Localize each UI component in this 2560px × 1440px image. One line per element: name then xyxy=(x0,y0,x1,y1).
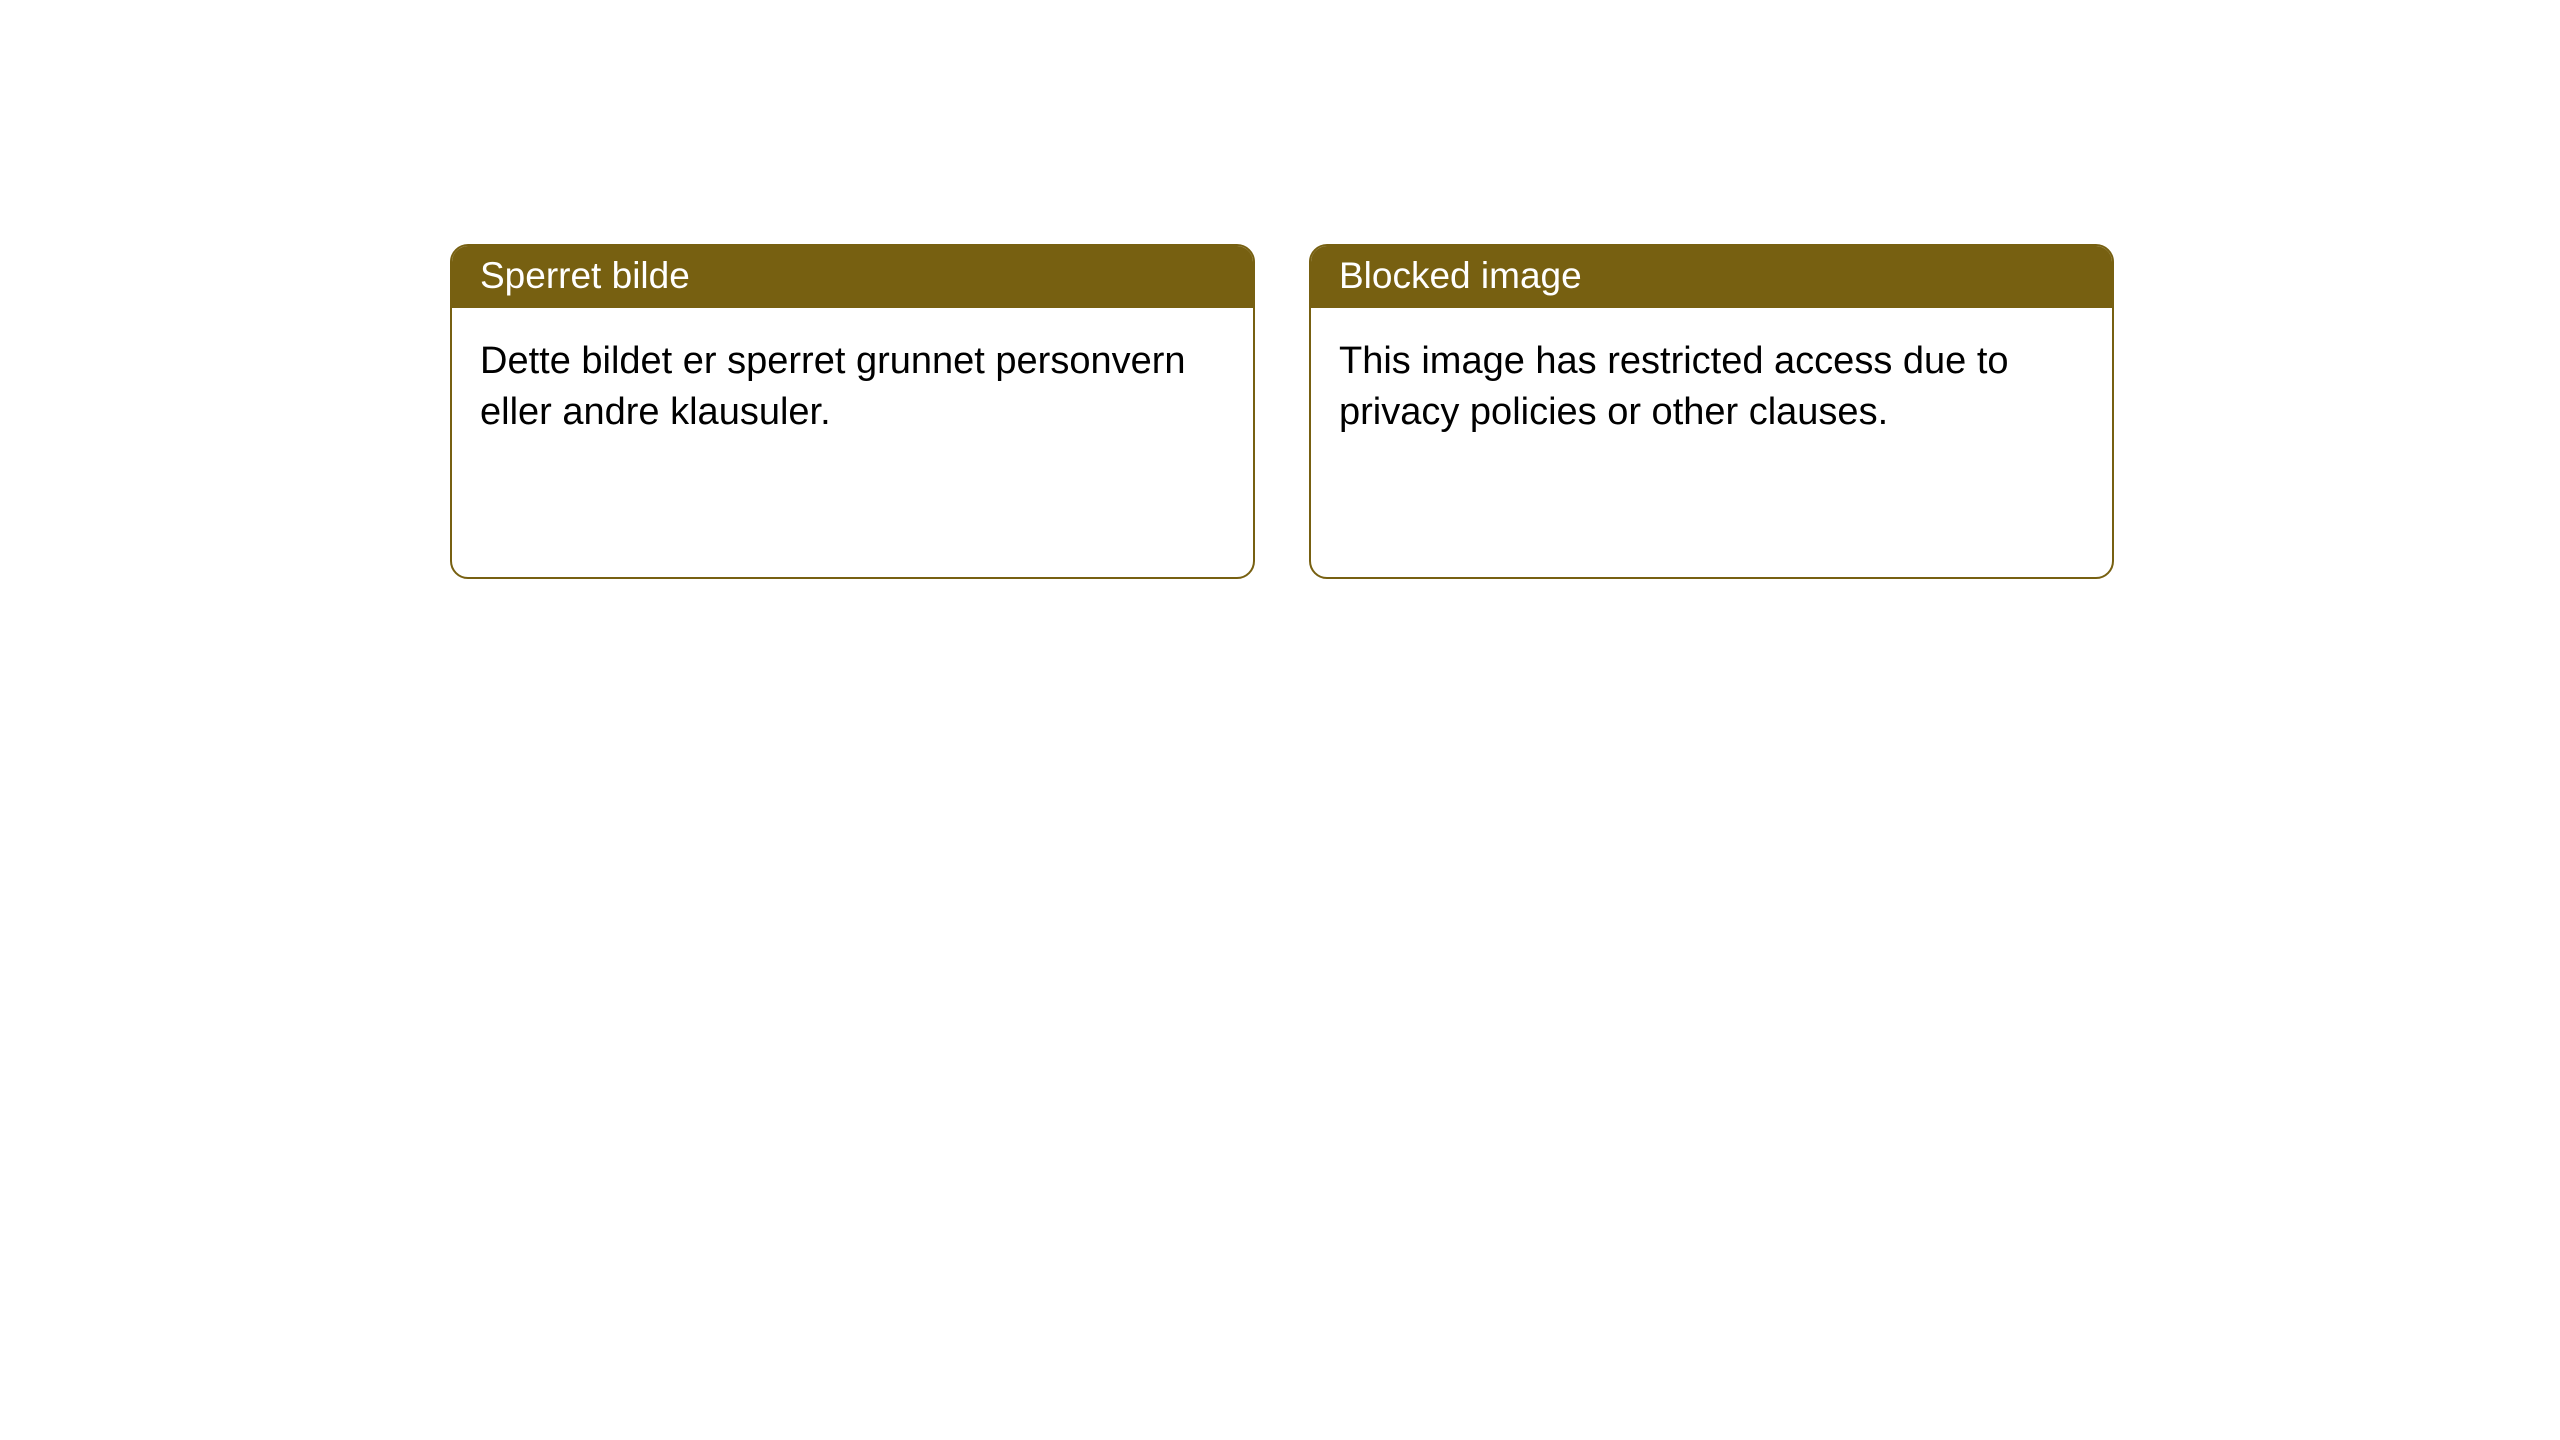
notice-header: Blocked image xyxy=(1311,246,2112,308)
notice-card-english: Blocked image This image has restricted … xyxy=(1309,244,2114,579)
notice-card-norwegian: Sperret bilde Dette bildet er sperret gr… xyxy=(450,244,1255,579)
notice-container: Sperret bilde Dette bildet er sperret gr… xyxy=(450,244,2114,579)
notice-header: Sperret bilde xyxy=(452,246,1253,308)
notice-body: Dette bildet er sperret grunnet personve… xyxy=(452,308,1253,467)
notice-body: This image has restricted access due to … xyxy=(1311,308,2112,467)
